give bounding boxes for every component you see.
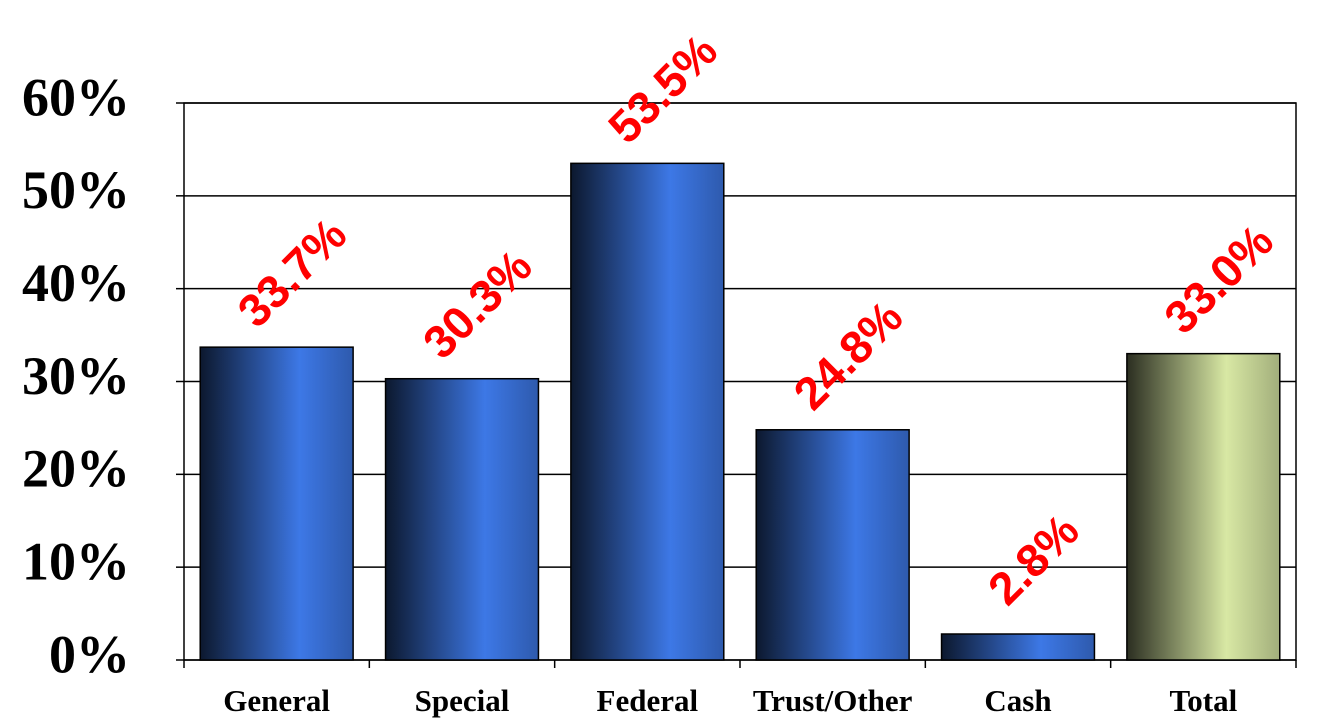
bar: [384, 377, 540, 661]
bar: [199, 346, 354, 661]
data-label: 24.8%: [783, 291, 912, 420]
x-tick-label: Federal: [597, 683, 699, 718]
y-tick-label: 40%: [22, 253, 130, 313]
y-tick-label: 0%: [49, 624, 130, 684]
bar: [1126, 352, 1281, 661]
y-tick-label: 10%: [22, 532, 130, 592]
bar: [755, 429, 910, 661]
x-tick-label: General: [223, 683, 330, 718]
y-tick-label: 30%: [22, 346, 130, 406]
x-tick-label: Total: [1169, 683, 1237, 718]
x-tick-label: Trust/Other: [753, 683, 913, 718]
y-tick-label: 60%: [22, 67, 130, 127]
y-tick-label: 50%: [22, 160, 130, 220]
data-label: 33.7%: [227, 208, 356, 337]
data-label: 33.0%: [1154, 214, 1283, 343]
bar: [570, 162, 725, 661]
x-tick-label: Cash: [984, 683, 1051, 718]
x-tick-label: Special: [415, 683, 510, 718]
data-label: 30.3%: [413, 239, 542, 368]
data-label: 53.5%: [598, 24, 727, 153]
data-label: 2.8%: [978, 504, 1089, 615]
y-tick-label: 20%: [22, 439, 130, 499]
bar: [940, 633, 1096, 661]
